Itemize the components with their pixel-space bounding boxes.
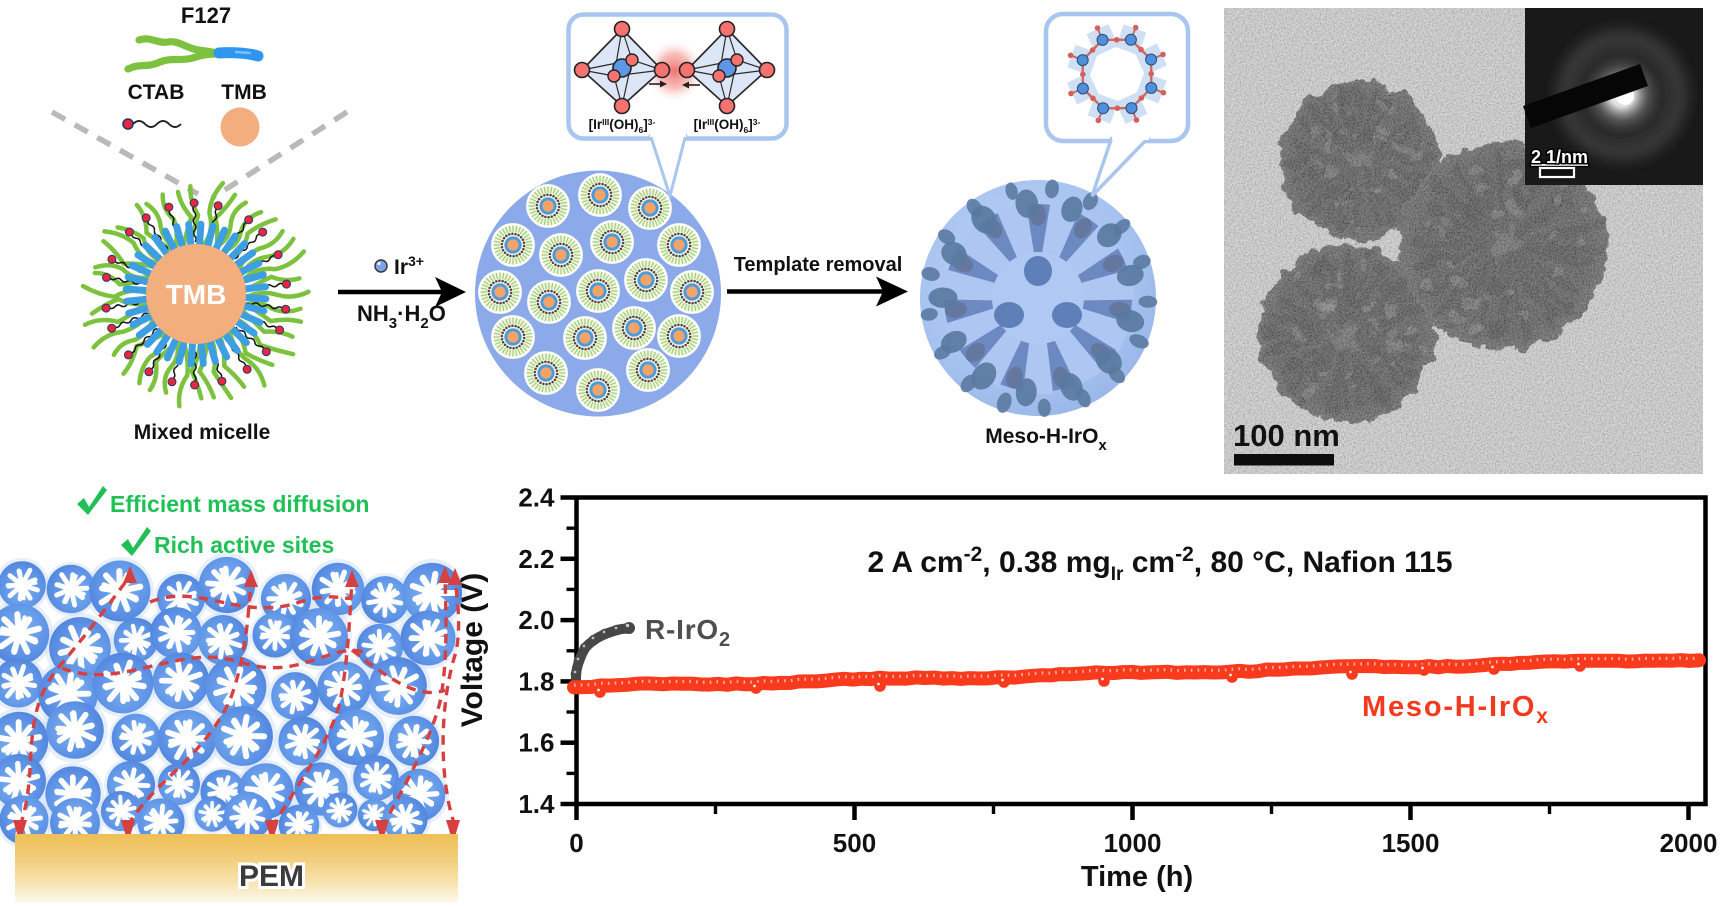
svg-text:1.8: 1.8 — [518, 666, 554, 696]
svg-text:2.0: 2.0 — [518, 605, 554, 635]
svg-text:2 A cm-2, 0.38 mgIr cm-2, 80 °: 2 A cm-2, 0.38 mgIr cm-2, 80 °C, Nafion … — [867, 543, 1452, 585]
svg-text:1.6: 1.6 — [518, 728, 554, 758]
svg-text:Time (h): Time (h) — [1081, 861, 1193, 893]
svg-text:0: 0 — [569, 828, 583, 858]
svg-text:TMB: TMB — [166, 279, 227, 310]
svg-text:100 nm: 100 nm — [1233, 418, 1340, 453]
svg-text:Efficient mass diffusion: Efficient mass diffusion — [110, 491, 369, 517]
svg-text:2.2: 2.2 — [518, 544, 554, 574]
svg-text:Template removal: Template removal — [734, 254, 903, 276]
svg-text:2000: 2000 — [1660, 828, 1718, 858]
svg-text:CTAB: CTAB — [128, 81, 185, 104]
svg-text:Mixed micelle: Mixed micelle — [134, 421, 271, 444]
svg-text:Meso-H-IrOx: Meso-H-IrOx — [1362, 691, 1550, 728]
svg-text:F127: F127 — [181, 3, 231, 28]
svg-text:2.4: 2.4 — [518, 483, 555, 513]
svg-text:500: 500 — [833, 828, 876, 858]
svg-text:TMB: TMB — [221, 81, 267, 104]
svg-text:1000: 1000 — [1104, 828, 1162, 858]
svg-text:1.4: 1.4 — [518, 789, 555, 819]
svg-text:PEM: PEM — [239, 860, 304, 893]
svg-text:Rich active sites: Rich active sites — [154, 532, 334, 558]
svg-text:Voltage (V): Voltage (V) — [456, 573, 489, 727]
svg-text:1500: 1500 — [1382, 828, 1440, 858]
svg-text:2 1/nm: 2 1/nm — [1531, 147, 1588, 167]
